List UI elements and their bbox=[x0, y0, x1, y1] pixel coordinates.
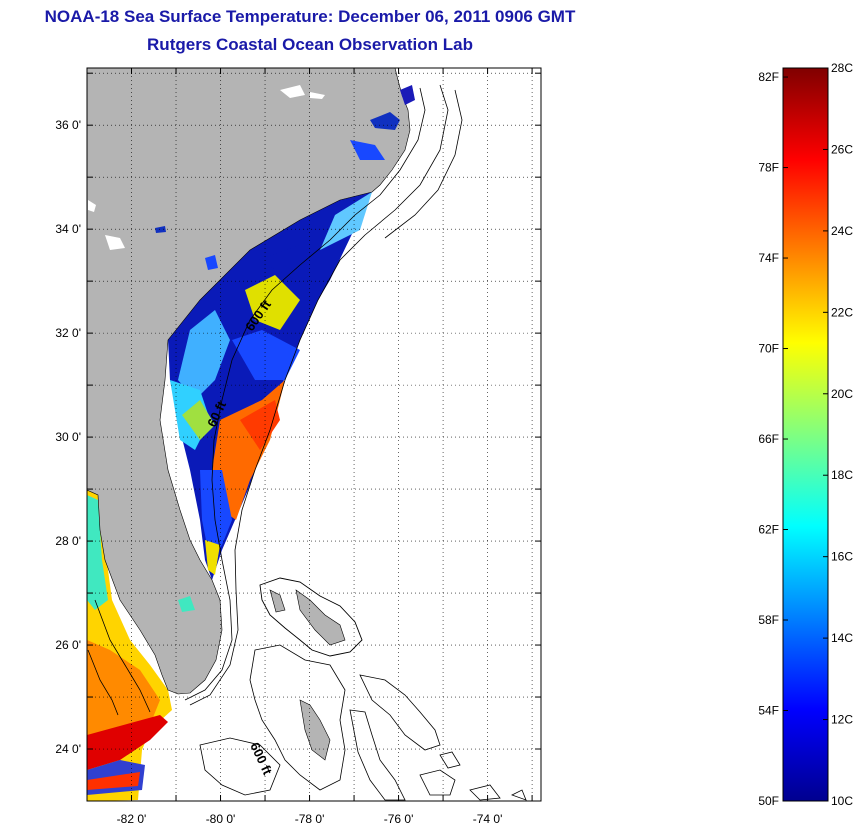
colorbar-label-f: 70F bbox=[758, 342, 779, 356]
longitude-labels: -82 0' -80 0' -78 0' -76 0' -74 0' bbox=[117, 812, 503, 826]
latitude-tick-label: 34 0' bbox=[55, 222, 81, 236]
colorbar-label-c: 26C bbox=[831, 142, 853, 156]
colorbar-label-f: 50F bbox=[758, 794, 779, 808]
latitude-tick-label: 26 0' bbox=[55, 638, 81, 652]
colorbar-label-c: 10C bbox=[831, 794, 853, 808]
colorbar-label-f: 82F bbox=[758, 70, 779, 84]
contour-shelf-60ft bbox=[184, 87, 426, 701]
gulf-cool-band bbox=[87, 495, 108, 610]
latitude-tick-label: 24 0' bbox=[55, 742, 81, 756]
contour-bahamas-bank bbox=[259, 577, 363, 657]
colorbar-label-c: 22C bbox=[831, 305, 853, 319]
map-frame bbox=[86, 67, 542, 802]
land-southeast-us bbox=[87, 68, 411, 695]
colorbar-label-f: 66F bbox=[758, 432, 779, 446]
colorbar-label-f: 58F bbox=[758, 613, 779, 627]
colorbar-label-c: 20C bbox=[831, 387, 853, 401]
colorbar-label-f: 54F bbox=[758, 704, 779, 718]
latitude-labels: 24 0' 26 0' 28 0' 30 0' 32 0' 34 0' 36 0' bbox=[55, 118, 81, 756]
temperature-colorbar bbox=[782, 67, 829, 802]
map-title: NOAA-18 Sea Surface Temperature: Decembe… bbox=[44, 7, 576, 26]
latitude-tick-label: 36 0' bbox=[55, 118, 81, 132]
colorbar-label-c: 12C bbox=[831, 713, 853, 727]
latitude-tick-label: 32 0' bbox=[55, 326, 81, 340]
colorbar-fahrenheit-labels: 82F 78F 74F 70F 66F 62F 58F 54F 50F bbox=[758, 70, 788, 808]
longitude-tick-label: -78 0' bbox=[295, 812, 325, 826]
longitude-tick-label: -82 0' bbox=[117, 812, 147, 826]
colorbar-label-c: 14C bbox=[831, 631, 853, 645]
sst-map: 60 ft 600 ft 600 ft bbox=[87, 68, 541, 801]
map-subtitle: Rutgers Coastal Ocean Observation Lab bbox=[147, 35, 473, 54]
colorbar-celsius-labels: 28C 26C 24C 22C 20C 18C 16C 14C 12C 10C bbox=[823, 61, 853, 808]
colorbar-label-c: 16C bbox=[831, 550, 853, 564]
colorbar-label-c: 28C bbox=[831, 61, 853, 75]
latitude-tick-label: 28 0' bbox=[55, 534, 81, 548]
contour-shelf-600ft bbox=[189, 84, 449, 706]
colorbar-label-c: 24C bbox=[831, 224, 853, 238]
colorbar-label-f: 74F bbox=[758, 251, 779, 265]
longitude-tick-label: -80 0' bbox=[206, 812, 236, 826]
colorbar-label-c: 18C bbox=[831, 468, 853, 482]
axis-ticks bbox=[87, 68, 541, 801]
colorbar-label-f: 62F bbox=[758, 523, 779, 537]
longitude-tick-label: -74 0' bbox=[473, 812, 503, 826]
latitude-tick-label: 30 0' bbox=[55, 430, 81, 444]
florida-keys-band bbox=[87, 715, 168, 770]
colorbar-label-f: 78F bbox=[758, 161, 779, 175]
longitude-tick-label: -76 0' bbox=[384, 812, 414, 826]
